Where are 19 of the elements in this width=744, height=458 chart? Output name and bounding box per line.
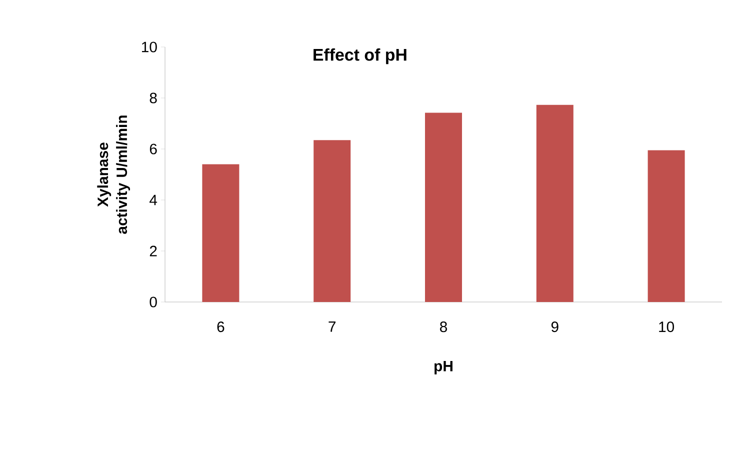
x-tick-label: 9	[551, 322, 558, 332]
y-axis-title: Xylanase activity U/ml/min	[97, 116, 130, 234]
y-tick-label: 10	[142, 42, 157, 52]
bar	[648, 150, 685, 302]
y-tick-label: 2	[150, 246, 157, 256]
bar	[202, 164, 240, 302]
y-tick-label: 8	[150, 92, 157, 104]
y-tick-label: 4	[150, 194, 158, 206]
y-tick-label: 0	[150, 296, 157, 308]
bar	[425, 112, 462, 302]
chart-title: Effect of pH	[314, 48, 406, 64]
x-tick-label: 8	[440, 322, 448, 332]
x-tick-label: 7	[328, 322, 336, 332]
bar	[536, 104, 574, 302]
y-tick-label: 6	[150, 144, 157, 154]
x-axis-title: pH	[434, 360, 452, 374]
bar	[314, 140, 351, 302]
x-tick-label: 6	[217, 322, 224, 332]
x-tick-label: 10	[659, 322, 674, 332]
